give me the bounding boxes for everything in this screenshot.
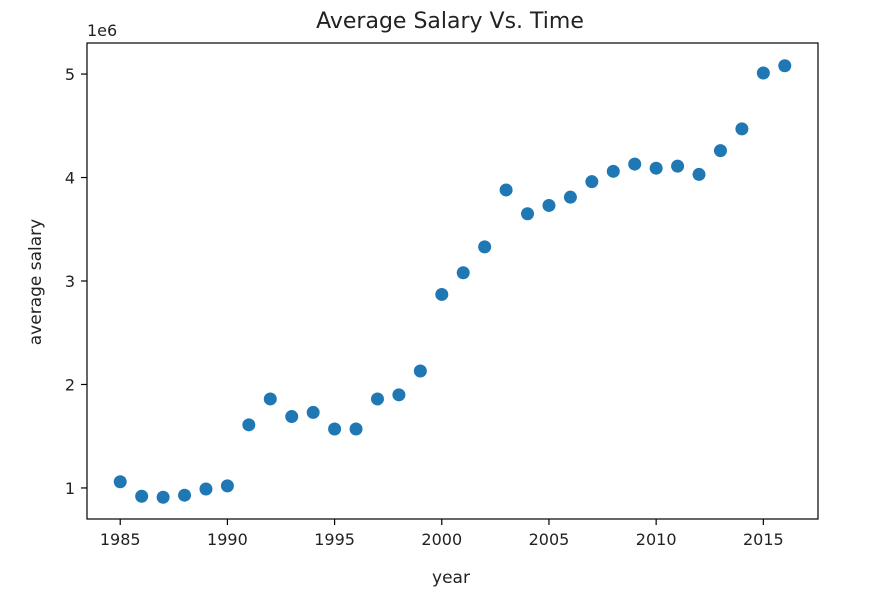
- data-point: [456, 266, 470, 280]
- data-point: [113, 475, 127, 489]
- data-point: [306, 405, 320, 419]
- data-point: [242, 418, 256, 432]
- data-point: [392, 388, 406, 402]
- data-point: [413, 364, 427, 378]
- data-point: [220, 479, 234, 493]
- x-tick-label: 2015: [743, 530, 784, 549]
- data-point: [756, 66, 770, 80]
- x-tick-label: 2005: [529, 530, 570, 549]
- data-point: [671, 159, 685, 173]
- data-point: [178, 488, 192, 502]
- data-point: [778, 59, 792, 73]
- x-tick-label: 2000: [421, 530, 462, 549]
- x-ticks: 1985 1990 1995 2000 2005 2010 2015: [100, 519, 784, 549]
- y-tick-label: 1: [65, 479, 75, 498]
- data-point: [478, 240, 492, 254]
- data-point: [542, 198, 556, 212]
- y-tick-label: 5: [65, 65, 75, 84]
- data-point: [499, 183, 513, 197]
- data-point: [735, 122, 749, 136]
- data-point: [606, 164, 620, 178]
- data-points: [113, 59, 792, 504]
- data-point: [435, 287, 449, 301]
- x-tick-label: 1995: [314, 530, 355, 549]
- chart-title: Average Salary Vs. Time: [316, 9, 584, 34]
- y-axis-label: average salary: [26, 219, 46, 345]
- y-offset-label: 1e6: [87, 21, 117, 40]
- data-point: [328, 422, 342, 436]
- data-point: [349, 422, 363, 436]
- data-point: [285, 410, 299, 424]
- x-axis-label: year: [432, 568, 470, 588]
- data-point: [135, 489, 149, 503]
- x-tick-label: 1990: [207, 530, 248, 549]
- data-point: [649, 161, 663, 175]
- x-tick-label: 1985: [100, 530, 141, 549]
- data-point: [521, 207, 535, 221]
- y-tick-label: 3: [65, 272, 75, 291]
- y-tick-label: 4: [65, 169, 75, 188]
- data-point: [156, 490, 170, 504]
- data-point: [692, 167, 706, 181]
- data-point: [628, 157, 642, 171]
- data-point: [713, 144, 727, 158]
- plot-area: [86, 42, 819, 520]
- data-point: [263, 392, 277, 406]
- y-tick-label: 2: [65, 375, 75, 394]
- data-point: [370, 392, 384, 406]
- x-tick-label: 2010: [636, 530, 677, 549]
- y-ticks: 1 2 3 4 5: [65, 65, 87, 498]
- data-point: [585, 175, 599, 189]
- data-point: [563, 190, 577, 204]
- data-point: [199, 482, 213, 496]
